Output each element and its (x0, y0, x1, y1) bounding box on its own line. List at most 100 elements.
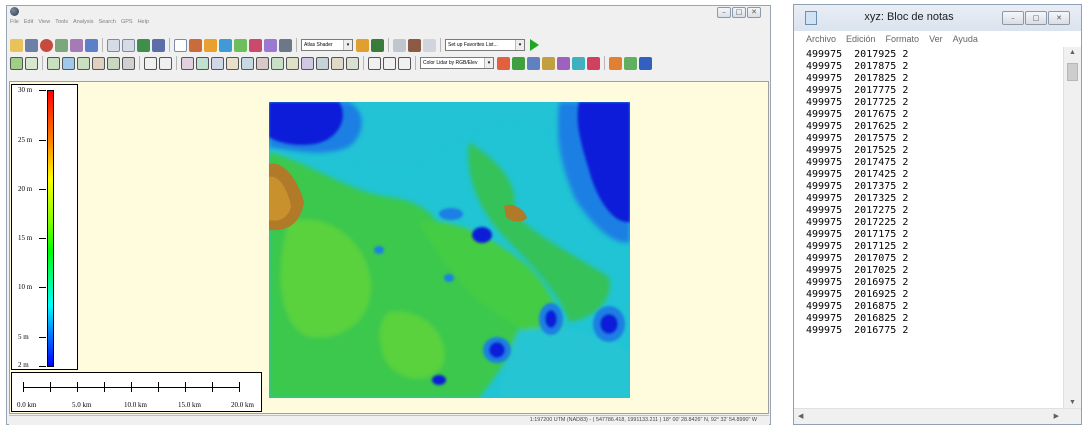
circle-tool-icon[interactable] (211, 56, 224, 70)
palette-icon[interactable] (356, 38, 369, 52)
text-line: 499975 2017025 2 (806, 265, 909, 276)
compass-icon[interactable] (624, 56, 637, 70)
digitizer-icon[interactable] (204, 38, 217, 52)
maximize-button[interactable]: □ (1025, 11, 1047, 25)
trace-icon[interactable] (256, 56, 269, 70)
close-button[interactable]: ✕ (747, 7, 761, 18)
reshape-icon[interactable] (398, 56, 411, 70)
menu-file[interactable]: File (10, 19, 19, 25)
draw-icon[interactable] (85, 38, 98, 52)
favorites-select[interactable]: Set up Favorites List... ▾ (445, 39, 525, 51)
globe-icon[interactable] (40, 38, 53, 52)
lidar-profile-icon[interactable] (497, 56, 510, 70)
scroll-thumb[interactable] (1067, 63, 1078, 81)
config-icon[interactable] (70, 38, 83, 52)
lock-icon[interactable] (279, 38, 292, 52)
snap-icon[interactable] (241, 56, 254, 70)
view-shed-icon[interactable] (249, 38, 262, 52)
scroll-down-icon[interactable]: ▼ (1069, 399, 1076, 406)
move-feature-icon[interactable] (25, 56, 38, 70)
text-editor[interactable]: 499975 2017925 2 499975 2017875 2 499975 2… (794, 47, 1062, 408)
lidar-classify-icon[interactable] (512, 56, 525, 70)
render-icon[interactable] (408, 38, 421, 52)
lidar-grid-icon[interactable] (572, 56, 585, 70)
run-icon[interactable] (530, 39, 539, 51)
merge-icon[interactable] (107, 56, 120, 70)
create-area-icon[interactable] (47, 56, 60, 70)
rectangle-tool-icon[interactable] (196, 56, 209, 70)
buffer-icon[interactable] (122, 56, 135, 70)
scroll-right-icon[interactable]: ▶ (1053, 413, 1059, 420)
save-icon[interactable] (25, 38, 38, 52)
3d-view-icon[interactable] (393, 38, 406, 52)
menu-ayuda[interactable]: Ayuda (952, 34, 978, 44)
split-icon[interactable] (92, 56, 105, 70)
lidar-building-icon[interactable] (557, 56, 570, 70)
open-folder-icon[interactable] (10, 38, 23, 52)
menu-ver[interactable]: Ver (929, 34, 943, 44)
select-icon[interactable] (174, 38, 187, 52)
create-line-icon[interactable] (62, 56, 75, 70)
lidar-filter-icon[interactable] (527, 56, 540, 70)
polygon-tool-icon[interactable] (226, 56, 239, 70)
attribute-icon[interactable] (301, 56, 314, 70)
shader-select[interactable]: Atlas Shader ▾ (301, 39, 353, 51)
title-bar[interactable]: – □ ✕ (7, 6, 770, 20)
close-button[interactable]: ✕ (1048, 11, 1070, 25)
minimize-button[interactable]: – (717, 7, 731, 18)
control-center-icon[interactable] (264, 38, 277, 52)
pan-icon[interactable] (152, 38, 165, 52)
minimize-button[interactable]: – (1002, 11, 1024, 25)
legend-label: 10 m (18, 283, 33, 291)
light-icon[interactable] (371, 38, 384, 52)
elevation-raster (269, 102, 630, 398)
menu-view[interactable]: View (38, 19, 51, 25)
vertical-scrollbar[interactable]: ▲ ▼ (1063, 47, 1081, 408)
shape-tool-icon[interactable] (181, 56, 194, 70)
measure-icon[interactable] (189, 38, 202, 52)
scroll-left-icon[interactable]: ◀ (798, 413, 804, 420)
full-view-icon[interactable] (137, 38, 150, 52)
menu-gps[interactable]: GPS (120, 19, 133, 25)
scale-bar: 0.0 km 5.0 km 10.0 km 15.0 km 20.0 km (11, 372, 262, 412)
curve-tool-icon[interactable] (159, 56, 172, 70)
app-globe-icon (10, 7, 19, 16)
combine-icon[interactable] (346, 56, 359, 70)
title-bar[interactable]: xyz: Bloc de notas – □ ✕ (794, 5, 1081, 31)
cut-icon[interactable] (331, 56, 344, 70)
redo-icon[interactable] (383, 56, 396, 70)
window-controls: – □ ✕ (717, 7, 761, 18)
lidar-stats-icon[interactable] (587, 56, 600, 70)
info-icon[interactable] (219, 38, 232, 52)
tool-icon[interactable] (423, 38, 436, 52)
grid-view-icon[interactable] (639, 56, 652, 70)
menu-tools[interactable]: Tools (55, 19, 69, 25)
feature-info-icon[interactable] (316, 56, 329, 70)
layers-icon[interactable] (55, 38, 68, 52)
menu-formato[interactable]: Formato (885, 34, 920, 44)
path-profile-icon[interactable] (234, 38, 247, 52)
edit-vertex-icon[interactable] (10, 56, 23, 70)
menu-edit[interactable]: Edit (23, 19, 34, 25)
menu-help[interactable]: Help (137, 19, 149, 25)
maximize-button[interactable]: □ (732, 7, 746, 18)
scroll-up-icon[interactable]: ▲ (1069, 49, 1076, 56)
text-line: 499975 2017675 2 (806, 109, 909, 120)
zoom-out-icon[interactable] (122, 38, 135, 52)
horizontal-scrollbar[interactable]: ◀ ▶ (794, 408, 1081, 424)
map-canvas[interactable]: 30 m 25 m 20 m 15 m 10 m 5 m 2 m 0.0 km … (9, 81, 769, 414)
menu-edicion[interactable]: Edición (846, 34, 876, 44)
menu-archivo[interactable]: Archivo (806, 34, 837, 44)
lidar-color-select[interactable]: Color Lidar by RGB/Elev ▾ (420, 57, 494, 69)
menu-search[interactable]: Search (98, 19, 116, 25)
rotate-icon[interactable] (271, 56, 284, 70)
undo-icon[interactable] (368, 56, 381, 70)
chart-icon[interactable] (609, 56, 622, 70)
scale-tool-icon[interactable] (286, 56, 299, 70)
create-point-icon[interactable] (77, 56, 90, 70)
text-line: 499975 2017475 2 (806, 157, 909, 168)
lidar-tree-icon[interactable] (542, 56, 555, 70)
zoom-in-icon[interactable] (107, 38, 120, 52)
menu-analysis[interactable]: Analysis (73, 19, 94, 25)
line-tool-icon[interactable] (144, 56, 157, 70)
